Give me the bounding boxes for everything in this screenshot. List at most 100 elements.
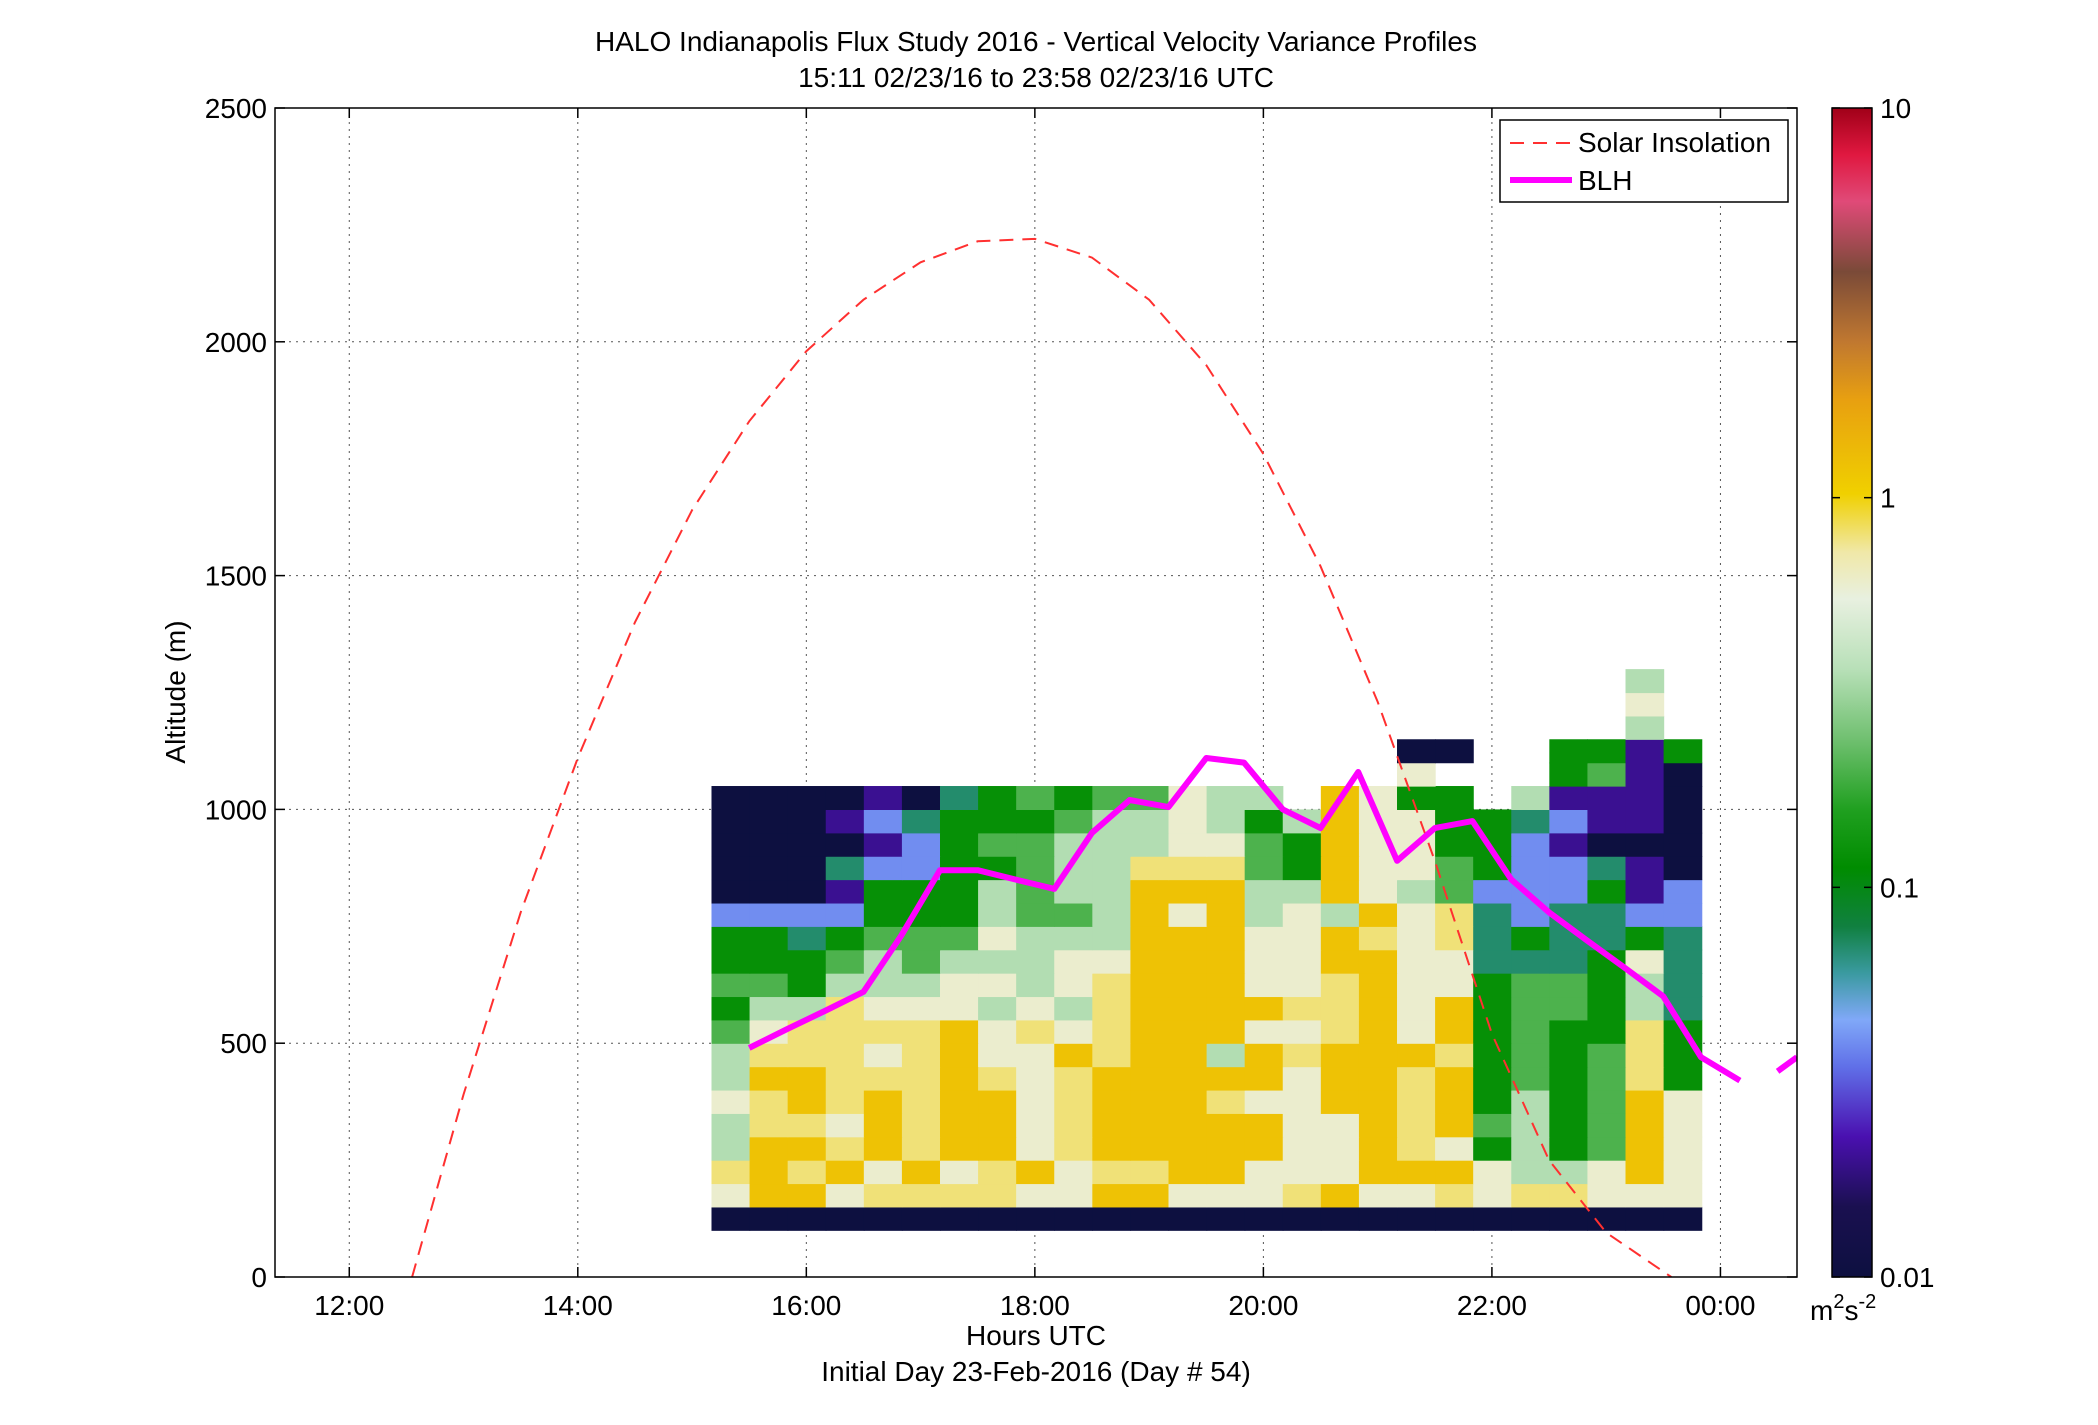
heatmap-cell (1130, 1206, 1170, 1231)
heatmap-cell (1435, 856, 1474, 881)
heatmap-cell (1511, 1183, 1550, 1208)
heatmap-cell (1663, 1089, 1703, 1114)
chart-title-block: HALO Indianapolis Flux Study 2016 - Vert… (595, 26, 1477, 93)
heatmap-cell (711, 902, 751, 927)
heatmap-cell (1397, 1160, 1436, 1185)
heatmap-cell (749, 1066, 789, 1091)
heatmap-cell (1587, 949, 1627, 974)
heatmap-cell (1016, 1113, 1055, 1138)
heatmap-cell (1244, 809, 1284, 834)
heatmap-cell (825, 1183, 865, 1208)
heatmap-cell (1587, 902, 1627, 927)
heatmap-cell (1016, 1206, 1055, 1231)
heatmap-cell (1054, 1206, 1093, 1231)
heatmap-cell (825, 949, 865, 974)
heatmap-cell (1206, 902, 1246, 927)
heatmap-cell (1092, 1160, 1132, 1185)
heatmap-cell (863, 996, 903, 1021)
heatmap-cell (787, 786, 827, 810)
colorbar-unit-exp2: -2 (1858, 1291, 1876, 1313)
heatmap-cell (863, 879, 903, 904)
heatmap-cell (1054, 1043, 1093, 1068)
heatmap-cell (1244, 1206, 1284, 1231)
heatmap-cell (1549, 973, 1589, 998)
heatmap-cell (863, 832, 903, 857)
heatmap-cell (1244, 1043, 1284, 1068)
heatmap-cell (978, 1113, 1017, 1138)
heatmap-cell (1625, 1183, 1665, 1208)
heatmap-cell (1663, 786, 1703, 810)
heatmap-cell (1016, 1160, 1055, 1185)
heatmap-cell (1549, 1043, 1589, 1068)
heatmap-cell (1168, 1113, 1208, 1138)
heatmap-cell (1663, 1136, 1703, 1161)
heatmap-cell (940, 879, 979, 904)
heatmap-cell (901, 1136, 941, 1161)
heatmap-cell (1320, 1160, 1360, 1185)
heatmap-cell (1663, 1066, 1703, 1091)
heatmap-cell (1625, 902, 1665, 927)
heatmap-cell (1587, 1089, 1627, 1114)
heatmap-cell (1625, 1089, 1665, 1114)
heatmap-cell (1435, 1066, 1474, 1091)
heatmap-cell (1244, 1183, 1284, 1208)
heatmap-cell (1358, 949, 1398, 974)
heatmap-cell (1130, 926, 1170, 951)
heatmap-cell (1511, 1089, 1550, 1114)
heatmap-cell (749, 1113, 789, 1138)
heatmap-cell (711, 1160, 751, 1185)
heatmap-cell (1663, 1160, 1703, 1185)
heatmap-cell (711, 809, 751, 834)
heatmap-cell (1511, 786, 1550, 810)
heatmap-cell (1130, 832, 1170, 857)
heatmap-cell (1244, 879, 1284, 904)
heatmap-cell (1625, 1019, 1665, 1044)
heatmap-cell (1016, 1019, 1055, 1044)
heatmap-cell (1016, 856, 1055, 881)
heatmap-cell (863, 1066, 903, 1091)
heatmap-cell (1663, 856, 1703, 881)
heatmap-cell (1206, 1019, 1246, 1044)
heatmap-cell (1320, 832, 1360, 857)
legend-box (1499, 119, 1789, 203)
heatmap-cell (825, 1019, 865, 1044)
heatmap-cell (1092, 1019, 1132, 1044)
heatmap-cell (940, 1160, 979, 1185)
heatmap-cell (1358, 1043, 1398, 1068)
heatmap-cell (1435, 973, 1474, 998)
heatmap-cell (1587, 1066, 1627, 1091)
heatmap-cell (711, 879, 751, 904)
heatmap-cell (1092, 902, 1132, 927)
heatmap-cell (711, 1019, 751, 1044)
heatmap-cell (978, 1160, 1017, 1185)
heatmap-cell (1625, 996, 1665, 1021)
heatmap-cell (1206, 996, 1246, 1021)
heatmap-cell (1168, 1019, 1208, 1044)
heatmap-cell (1625, 786, 1665, 810)
heatmap-cell (1511, 996, 1550, 1021)
heatmap-cell (1663, 809, 1703, 834)
heatmap-cell (1435, 832, 1474, 857)
heatmap-cell (940, 832, 979, 857)
heatmap-cell (1549, 996, 1589, 1021)
heatmap-cell (1397, 879, 1436, 904)
heatmap-cell (1663, 739, 1703, 764)
legend: Solar Insolation BLH (1499, 119, 1789, 203)
heatmap-cell (1054, 809, 1093, 834)
heatmap-cell (1587, 786, 1627, 810)
heatmap-cell (1206, 1136, 1246, 1161)
heatmap-cell (863, 902, 903, 927)
heatmap-cell (1244, 1066, 1284, 1091)
heatmap-cell (1358, 856, 1398, 881)
heatmap-cell (825, 1113, 865, 1138)
heatmap-cell (1473, 809, 1512, 834)
heatmap-cell (1473, 949, 1512, 974)
heatmap-cell (1168, 996, 1208, 1021)
heatmap-cell (1625, 1043, 1665, 1068)
heatmap-cell (787, 1160, 827, 1185)
heatmap-cell (1282, 996, 1322, 1021)
heatmap-cell (1397, 1043, 1436, 1068)
heatmap-cell (1511, 949, 1550, 974)
heatmap-cell (1549, 832, 1589, 857)
y-axis-title: Altitude (m) (160, 620, 191, 763)
